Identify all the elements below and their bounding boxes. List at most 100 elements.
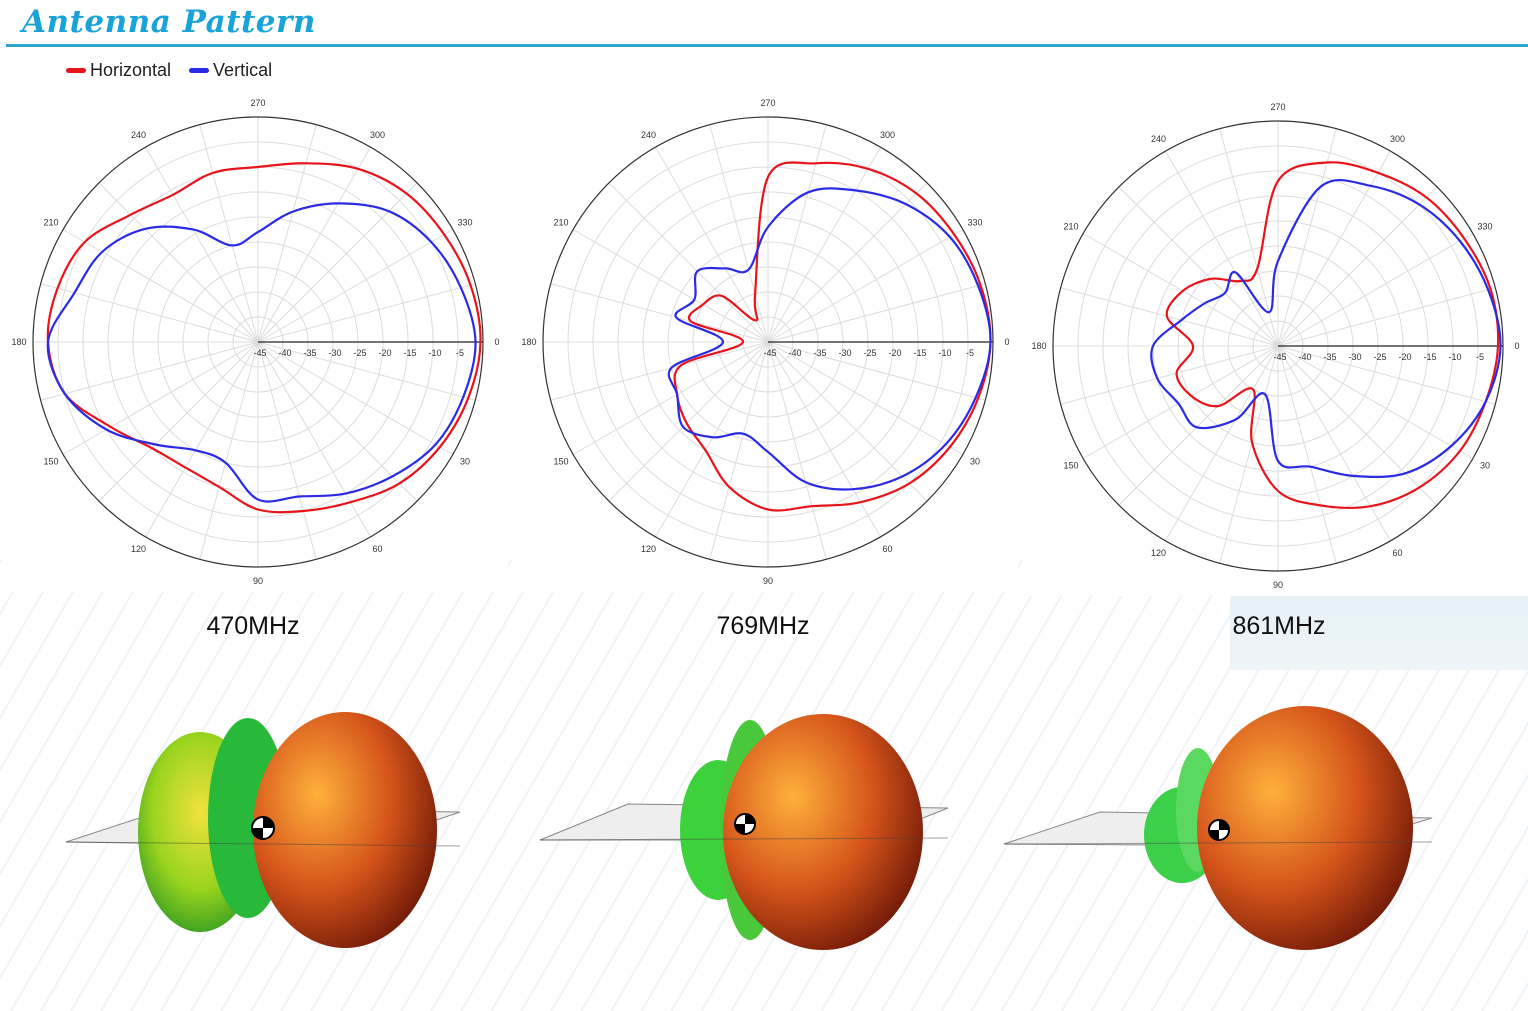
radial-label: -15 [913, 348, 926, 358]
radial-label: -30 [328, 348, 341, 358]
legend-label-vertical: Vertical [213, 59, 273, 80]
grid-spoke [1165, 150, 1279, 347]
freq-label-861: 861MHz [1232, 612, 1326, 640]
grid-spoke [550, 283, 769, 343]
page-title: Antenna Pattern [22, 4, 316, 40]
angle-label: 0 [494, 337, 499, 347]
radial-label: -20 [1398, 352, 1411, 362]
angle-label: 210 [44, 218, 59, 228]
legend-item-vertical: Vertical [189, 60, 272, 81]
angle-label: 270 [760, 98, 775, 108]
polar-chart-470: 0 30 60 90 120 150 180 210 240 270 300 330 -45 -40 -35… [8, 92, 508, 592]
series-line-vertical [46, 202, 477, 503]
title-divider [6, 44, 1528, 47]
grid-spoke [1277, 233, 1474, 347]
grid-spoke [767, 341, 881, 538]
angle-label: 330 [457, 218, 472, 228]
grid-spoke [709, 341, 769, 560]
polar-svg-861: 0 30 60 90 120 150 180 210 240 270 300 330 -45 -40 -35… [1031, 102, 1519, 590]
3d-pattern-769 [539, 714, 949, 950]
grid-spoke [257, 124, 317, 343]
grid-spoke [1277, 186, 1438, 347]
radial-label: -45 [253, 348, 266, 358]
grid-spoke [257, 341, 454, 455]
grid-spoke [1277, 345, 1438, 506]
origin-marker-icon [1208, 819, 1230, 841]
freq-label-769: 769MHz [716, 612, 810, 640]
grid-spoke [62, 229, 259, 343]
polar-chart-769: 0 30 60 90 120 150 180 210 240 270 300 330 -45 -40 -35… [518, 92, 1018, 592]
ground-axis [539, 837, 949, 841]
angle-label: 150 [1064, 461, 1079, 471]
grid-spoke [40, 283, 259, 343]
grid-spoke [257, 341, 476, 401]
radial-label: -40 [1298, 352, 1311, 362]
grid-spoke [1277, 345, 1391, 542]
grid-spoke [767, 341, 986, 401]
grid-spoke [1060, 287, 1279, 347]
angle-label: 0 [1514, 341, 1519, 351]
grid-spoke [608, 341, 769, 502]
angle-label: 60 [1392, 548, 1402, 558]
polar-chart-861: 0 30 60 90 120 150 180 210 240 270 300 330 -45 -40 -35… [1028, 96, 1528, 596]
radial-label: -5 [966, 348, 974, 358]
polar-svg-769: 0 30 60 90 120 150 180 210 240 270 300 330 -45 -40 -35… [521, 98, 1009, 586]
grid-spoke [1277, 150, 1391, 347]
grid-spoke [98, 182, 259, 343]
radial-label: -15 [403, 348, 416, 358]
grid-spoke [257, 341, 317, 560]
angle-label: 60 [882, 544, 892, 554]
grid-spoke [767, 341, 827, 560]
grid-spoke [1277, 345, 1474, 459]
grid-spoke [1118, 186, 1279, 347]
angle-label: 150 [554, 457, 569, 467]
radial-label: -25 [1373, 352, 1386, 362]
grid-spoke [1277, 128, 1337, 347]
grid-spoke [767, 146, 881, 343]
main-lobe [723, 714, 923, 950]
angle-label: 120 [641, 544, 656, 554]
grid-spoke [1118, 345, 1279, 506]
grid-spoke [655, 146, 769, 343]
main-lobe [1197, 706, 1413, 950]
angle-label: 300 [370, 130, 385, 140]
radial-label: -15 [1423, 352, 1436, 362]
grid-spoke [572, 229, 769, 343]
radial-label: -10 [428, 348, 441, 358]
angle-label: 30 [970, 457, 980, 467]
radial-label: -30 [1348, 352, 1361, 362]
grid-spoke [1060, 345, 1279, 405]
3d-pattern-861 [1003, 706, 1433, 950]
grid-spoke [1277, 345, 1337, 564]
series-line-horizontal [46, 162, 482, 514]
angle-label: 30 [460, 457, 470, 467]
grid-spoke [767, 283, 986, 343]
grid-spoke [199, 124, 259, 343]
radial-label: -25 [863, 348, 876, 358]
3d-pattern-470 [65, 712, 461, 948]
angle-label: 330 [1477, 222, 1492, 232]
radial-label: -40 [278, 348, 291, 358]
series-line-horizontal [1165, 161, 1500, 510]
ground-axis [65, 841, 461, 847]
angle-label: 0 [1004, 337, 1009, 347]
grid-spoke [257, 182, 418, 343]
grid-spoke [145, 341, 259, 538]
origin-marker-icon [251, 816, 275, 840]
grid-spoke [550, 341, 769, 401]
grid-spoke [257, 341, 371, 538]
radial-label: -35 [303, 348, 316, 358]
radial-label: -45 [763, 348, 776, 358]
angle-label: 90 [1273, 580, 1283, 590]
angle-label: 210 [1064, 222, 1079, 232]
grid-spoke [767, 182, 928, 343]
grid-spoke [257, 283, 476, 343]
angle-label: 240 [641, 130, 656, 140]
radial-label: -5 [1476, 352, 1484, 362]
grid-spoke [257, 229, 454, 343]
grid-spoke [1219, 345, 1279, 564]
series-line-horizontal [673, 161, 992, 512]
grid-spoke [145, 146, 259, 343]
grid-spoke [1219, 128, 1279, 347]
radial-label: -10 [938, 348, 951, 358]
